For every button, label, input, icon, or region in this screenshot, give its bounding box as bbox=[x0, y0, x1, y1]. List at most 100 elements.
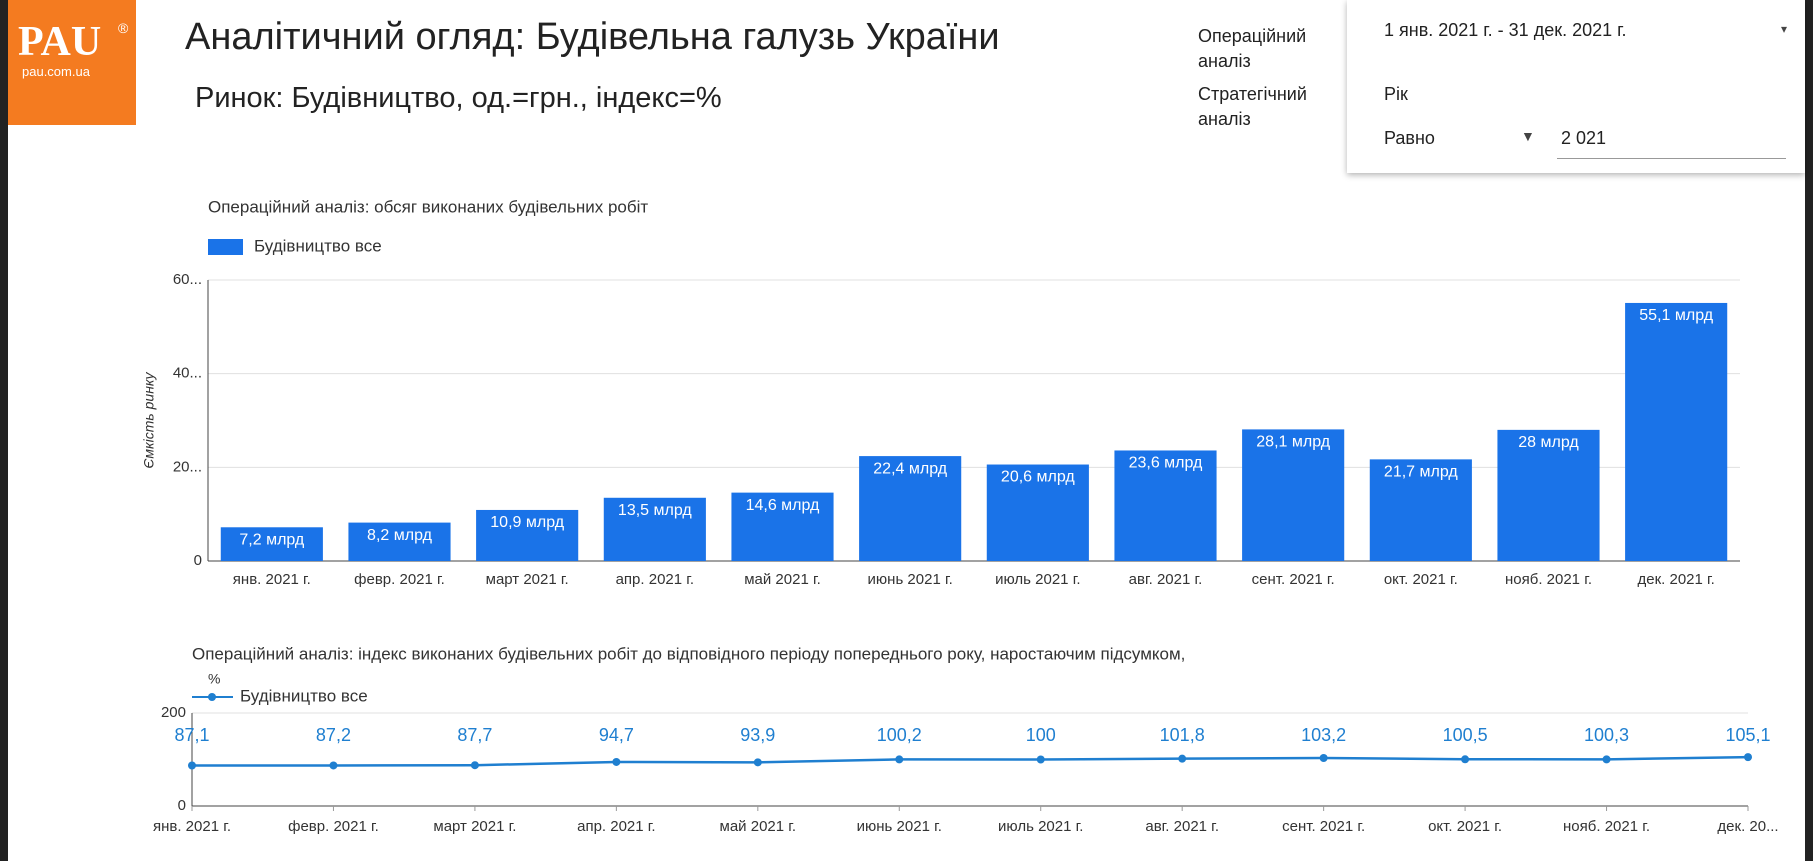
y-axis-title: Ємкість ринку bbox=[141, 371, 157, 468]
y-tick-label: 40... bbox=[173, 365, 202, 382]
filter-label: Рік bbox=[1384, 84, 1408, 104]
data-label: 7,2 млрд bbox=[239, 531, 305, 548]
point bbox=[895, 755, 904, 764]
dropdown-arrow[interactable]: ▼ bbox=[1521, 128, 1535, 144]
data-label: 55,1 млрд bbox=[1639, 307, 1713, 324]
data-label: 20,6 млрд bbox=[1001, 469, 1075, 486]
data-label: 93,9 bbox=[740, 725, 775, 745]
dropdown-arrow[interactable]: ▾ bbox=[1781, 22, 1788, 36]
data-label: 101,8 bbox=[1160, 725, 1205, 745]
x-tick-label: май 2021 г. bbox=[744, 571, 821, 588]
point bbox=[329, 761, 338, 770]
x-tick-label: янв. 2021 г. bbox=[153, 818, 231, 835]
x-tick-label: февр. 2021 г. bbox=[354, 571, 445, 588]
x-tick-label: нояб. 2021 г. bbox=[1563, 818, 1650, 835]
nav-link[interactable]: Операційний аналіз bbox=[1198, 26, 1307, 71]
data-label: 100 bbox=[1026, 725, 1056, 745]
point bbox=[1178, 754, 1187, 763]
y-tick-label: 200 bbox=[161, 704, 186, 721]
x-tick-label: янв. 2021 г. bbox=[233, 571, 311, 588]
bar bbox=[1242, 429, 1345, 561]
point bbox=[1744, 753, 1752, 762]
legend-label: Будівництво все bbox=[240, 686, 368, 705]
chart-title: Операційний аналіз: індекс виконаних буд… bbox=[192, 644, 1185, 663]
x-tick-label: сент. 2021 г. bbox=[1282, 818, 1365, 835]
bar bbox=[731, 492, 834, 561]
bar bbox=[603, 497, 706, 561]
logo-text: PAU bbox=[18, 19, 102, 65]
page-title: Аналітичний огляд: Будівельна галузь Укр… bbox=[185, 16, 1000, 58]
x-tick-label: дек. 2021 г. bbox=[1637, 571, 1714, 588]
x-tick-label: июнь 2021 г. bbox=[857, 818, 942, 835]
logo-mark: ® bbox=[118, 20, 129, 36]
data-label: 22,4 млрд bbox=[873, 460, 947, 477]
bar bbox=[220, 527, 323, 561]
data-label: 87,1 bbox=[174, 725, 209, 745]
data-label: 23,6 млрд bbox=[1129, 455, 1203, 472]
data-label: 10,9 млрд bbox=[490, 514, 564, 531]
logo[interactable]: PAU ® pau.com.ua bbox=[8, 0, 136, 125]
data-label: 13,5 млрд bbox=[618, 502, 692, 519]
date-range[interactable]: 1 янв. 2021 г. - 31 дек. 2021 г. bbox=[1384, 20, 1627, 40]
y-tick-label: 0 bbox=[178, 797, 186, 814]
x-tick-label: окт. 2021 г. bbox=[1428, 818, 1502, 835]
chart-title: Операційний аналіз: обсяг виконаних буді… bbox=[208, 197, 648, 216]
x-tick-label: февр. 2021 г. bbox=[288, 818, 379, 835]
point bbox=[1461, 755, 1470, 764]
y-tick-label: 60... bbox=[173, 271, 202, 288]
x-tick-label: авг. 2021 г. bbox=[1129, 571, 1203, 588]
filter-value[interactable]: 2 021 bbox=[1561, 128, 1607, 148]
bar bbox=[859, 456, 962, 561]
data-label: 100,2 bbox=[877, 725, 922, 745]
x-tick-label: апр. 2021 г. bbox=[616, 571, 695, 588]
data-label: 87,2 bbox=[316, 725, 351, 745]
data-label: 21,7 млрд bbox=[1384, 464, 1458, 481]
filter-panel: 1 янв. 2021 г. - 31 дек. 2021 г. ▾ Рік Р… bbox=[1347, 0, 1805, 173]
data-label: 100,5 bbox=[1443, 725, 1488, 745]
point bbox=[753, 758, 762, 767]
nav-link[interactable]: Стратегічний аналіз bbox=[1198, 84, 1307, 129]
bar bbox=[1625, 302, 1728, 561]
data-label: 14,6 млрд bbox=[746, 497, 820, 514]
x-tick-label: март 2021 г. bbox=[486, 571, 569, 588]
bar bbox=[986, 464, 1089, 561]
x-tick-label: сент. 2021 г. bbox=[1252, 571, 1335, 588]
legend-dot bbox=[208, 693, 216, 701]
x-tick-label: июль 2021 г. bbox=[995, 571, 1080, 588]
x-tick-label: июнь 2021 г. bbox=[868, 571, 953, 588]
page-subtitle: Ринок: Будівництво, од.=грн., індекс=% bbox=[195, 82, 722, 114]
x-tick-label: апр. 2021 г. bbox=[577, 818, 656, 835]
point bbox=[1036, 755, 1045, 764]
data-label: 105,1 bbox=[1725, 725, 1770, 745]
line bbox=[191, 755, 1749, 767]
data-label: 28 млрд bbox=[1518, 434, 1579, 451]
data-label: 94,7 bbox=[599, 725, 634, 745]
x-tick-label: нояб. 2021 г. bbox=[1505, 571, 1592, 588]
y-tick-label: 0 bbox=[194, 552, 202, 569]
x-tick-label: дек. 20... bbox=[1717, 818, 1778, 835]
point bbox=[1319, 754, 1328, 763]
bar bbox=[348, 522, 451, 561]
chart-title-unit: % bbox=[208, 671, 220, 687]
frame-edge bbox=[1805, 0, 1813, 861]
data-label: 8,2 млрд bbox=[367, 527, 433, 544]
x-tick-label: авг. 2021 г. bbox=[1145, 818, 1219, 835]
x-tick-label: окт. 2021 г. bbox=[1384, 571, 1458, 588]
x-tick-label: май 2021 г. bbox=[720, 818, 797, 835]
bar bbox=[1497, 429, 1600, 561]
point bbox=[612, 757, 621, 766]
bar bbox=[476, 509, 579, 561]
x-tick-label: март 2021 г. bbox=[433, 818, 516, 835]
legend-label: Будівництво все bbox=[254, 236, 382, 255]
filter-operator[interactable]: Равно bbox=[1384, 128, 1435, 148]
data-label: 100,3 bbox=[1584, 725, 1629, 745]
data-label: 103,2 bbox=[1301, 725, 1346, 745]
bar bbox=[1114, 450, 1217, 561]
bar bbox=[1369, 459, 1472, 561]
logo-url: pau.com.ua bbox=[22, 64, 90, 79]
data-label: 87,7 bbox=[457, 725, 492, 745]
point bbox=[188, 761, 196, 770]
input-underline bbox=[1557, 158, 1786, 159]
